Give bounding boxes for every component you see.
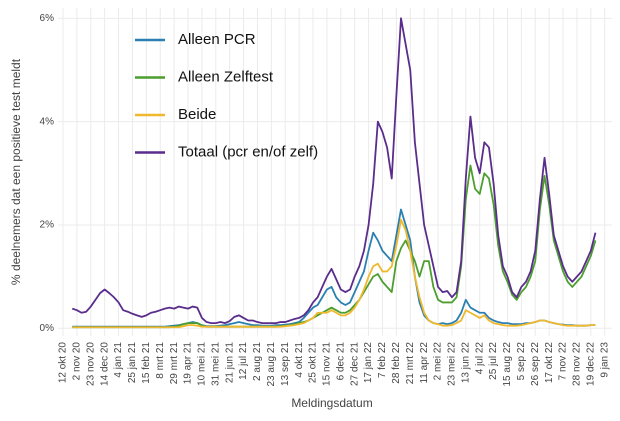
x-tick-label: 14 dec 20 xyxy=(99,342,110,386)
x-axis-label: Meldingsdatum xyxy=(291,396,372,410)
series-line xyxy=(72,218,596,329)
x-tick-label: 7 nov 22 xyxy=(558,342,569,381)
x-tick-label: 8 mrt 21 xyxy=(155,342,166,379)
legend-label: Alleen Zelftest xyxy=(178,68,274,85)
x-tick-label: 2 nov 20 xyxy=(72,342,83,381)
x-tick-label: 31 mei 21 xyxy=(210,342,221,386)
x-tick-label: 23 nov 20 xyxy=(85,342,96,386)
y-axis-label: % deelnemers dat een positieve test meld… xyxy=(9,58,23,285)
y-tick-label: 6% xyxy=(40,13,55,24)
x-tick-label: 2 aug 21 xyxy=(252,342,263,381)
x-tick-label: 25 jan 21 xyxy=(127,342,138,384)
y-tick-label: 0% xyxy=(40,323,55,334)
legend-label: Totaal (pcr en/of zelf) xyxy=(178,143,318,160)
x-tick-label: 15 aug 22 xyxy=(502,342,513,387)
x-tick-label: 2 mei 22 xyxy=(433,342,444,381)
x-tick-label: 4 okt 21 xyxy=(294,342,305,378)
y-tick-label: 4% xyxy=(40,116,55,127)
x-tick-label: 4 jan 21 xyxy=(113,342,124,378)
x-tick-label: 25 okt 21 xyxy=(308,342,319,384)
y-tick-label: 2% xyxy=(40,220,55,231)
legend-label: Beide xyxy=(178,106,216,123)
x-tick-label: 26 sep 22 xyxy=(530,342,541,386)
x-tick-label: 29 mrt 21 xyxy=(169,342,180,385)
series-line xyxy=(72,164,597,329)
x-tick-label: 5 sep 22 xyxy=(516,342,527,381)
x-tick-label: 13 sep 21 xyxy=(280,342,291,386)
x-tick-label: 12 jul 21 xyxy=(238,342,249,380)
x-tick-label: 12 okt 20 xyxy=(58,342,69,384)
x-tick-label: 4 jul 22 xyxy=(474,342,485,375)
legend-label: Alleen PCR xyxy=(178,31,256,48)
x-tick-label: 19 apr 21 xyxy=(183,342,194,385)
x-tick-label: 28 feb 22 xyxy=(391,342,402,384)
x-tick-label: 21 mrt 22 xyxy=(405,342,416,385)
x-tick-label: 9 jan 23 xyxy=(599,342,610,378)
x-tick-label: 21 jun 21 xyxy=(224,342,235,384)
x-tick-label: 15 nov 21 xyxy=(322,342,333,386)
x-tick-label: 17 okt 22 xyxy=(544,342,555,384)
x-tick-label: 15 feb 21 xyxy=(141,342,152,384)
x-tick-label: 11 apr 22 xyxy=(419,342,430,384)
x-tick-label: 13 jun 22 xyxy=(460,342,471,384)
x-tick-label: 6 dec 21 xyxy=(335,342,346,381)
x-tick-label: 10 mei 21 xyxy=(197,342,208,386)
x-tick-label: 27 dec 21 xyxy=(349,342,360,386)
x-tick-label: 23 mei 22 xyxy=(447,342,458,386)
x-tick-label: 25 jul 22 xyxy=(488,342,499,380)
x-tick-label: 28 nov 22 xyxy=(572,342,583,386)
x-tick-label: 17 jan 22 xyxy=(363,342,374,384)
series-line xyxy=(71,17,597,324)
x-tick-label: 23 aug 21 xyxy=(266,342,277,387)
x-tick-label: 19 dec 22 xyxy=(585,342,596,386)
x-tick-label: 7 feb 22 xyxy=(377,342,388,379)
